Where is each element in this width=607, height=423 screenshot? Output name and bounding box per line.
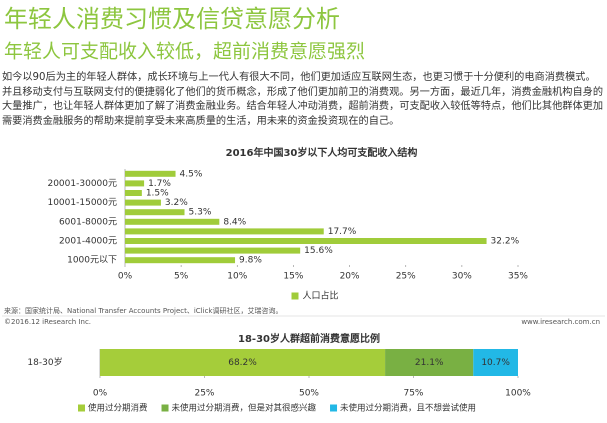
bar [125,190,142,196]
bar [125,218,220,225]
x-tick-label: 35% [508,272,528,282]
y-tick-label: 18-30岁 [27,356,62,368]
copyright: ©2016.12 iResearch Inc. [4,318,91,326]
x-tick-label: 5% [174,272,189,282]
value-label: 1.7% [148,179,171,189]
x-tick-label: 50% [299,389,319,399]
x-tick-label: 30% [452,272,472,282]
source: 来源：国家统计局、National Transfer Accounts Proj… [4,306,282,315]
legend-swatch [291,292,299,300]
y-tick-label: 1000元以下 [67,256,117,266]
legend-swatch [78,404,85,412]
url: www.iresearch.com.cn [521,318,600,326]
value-label: 17.7% [328,227,357,237]
bar [125,180,145,187]
bar [125,170,176,177]
legend-swatch [161,404,169,412]
value-label: 1.5% [146,189,169,199]
value-label: 15.6% [304,246,333,256]
y-tick-label: 20001-30000元 [47,179,117,189]
value-label: 68.2% [228,358,257,368]
x-tick-label: 20% [340,272,360,282]
legend-label: 未使用过分期消费，且不想尝试使用 [340,403,476,414]
bar [125,238,487,244]
x-tick-label: 75% [403,389,423,399]
x-tick-label: 0% [118,272,133,282]
value-label: 9.8% [239,256,262,266]
bar [125,228,324,235]
value-label: 32.2% [491,237,520,247]
x-tick-label: 10% [227,272,247,282]
chart-title: 18-30岁人群超前消费意愿比例 [238,332,380,345]
value-label: 8.4% [223,217,246,227]
bar [125,257,236,264]
bar-segment [473,349,518,376]
value-label: 5.3% [189,208,212,218]
value-label: 21.1% [415,358,444,368]
bar [125,209,185,216]
page-subtitle: 年轻人可支配收入较低，超前消费意愿强烈 [4,41,365,63]
x-tick-label: 100% [505,389,531,399]
x-tick-label: 0% [93,389,108,399]
legend-swatch [330,404,338,412]
page-title: 年轻人消费习惯及信贷意愿分析 [4,5,340,33]
x-tick-label: 25% [396,272,416,282]
chart-title: 2016年中国30岁以下人均可支配收入结构 [226,146,418,159]
y-tick-label: 2001-4000元 [59,237,117,247]
legend-label: 使用过分期消费 [88,403,148,414]
bar-segment [385,349,474,376]
bar-segment [100,349,386,376]
body-text: 如今以90后为主的年轻人群体，成长环境与上一代人有很大不同，他们更加适应互联网生… [2,72,604,127]
x-tick-label: 15% [283,272,303,282]
x-tick-label: 25% [194,389,214,399]
legend-label: 人口占比 [303,290,339,302]
value-label: 3.2% [165,198,188,208]
value-label: 10.7% [481,358,510,368]
y-tick-label: 6001-8000元 [59,217,117,227]
bar [125,199,161,206]
bar [125,247,301,254]
legend-label: 未使用过分期消费，但是对其很感兴趣 [172,403,317,414]
y-tick-label: 10001-15000元 [47,198,117,208]
value-label: 4.5% [180,169,203,179]
